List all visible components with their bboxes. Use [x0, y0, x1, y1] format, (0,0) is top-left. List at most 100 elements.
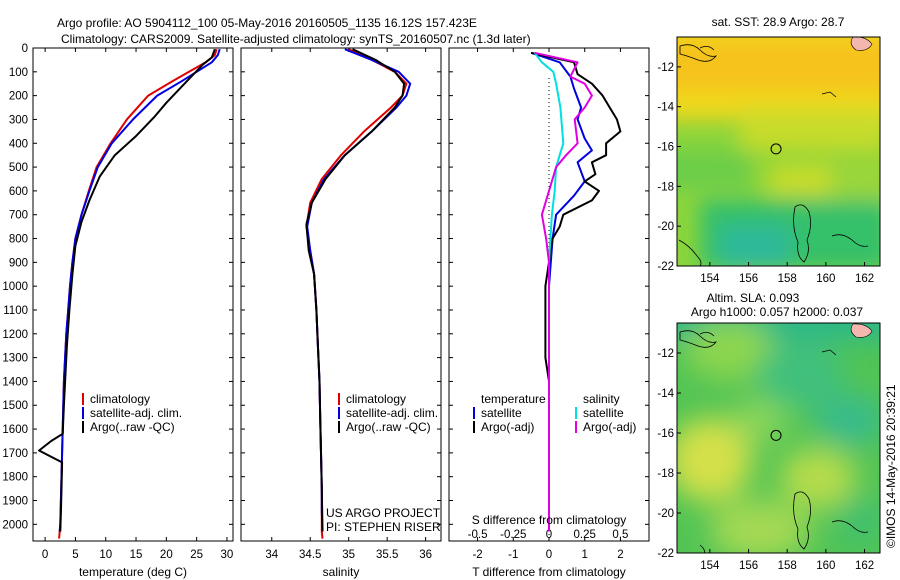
- map-y-tick-label: -20: [657, 221, 674, 233]
- depth-tick-label: 800: [9, 234, 28, 246]
- series-line-argo: [38, 48, 216, 532]
- s-difference-axis-label: S difference from climatology: [472, 513, 627, 527]
- depth-tick-label: 200: [9, 91, 28, 103]
- map-y-tick-label: -18: [657, 468, 674, 480]
- legend-label-argo: Argo(..raw -QC): [90, 420, 175, 434]
- depth-tick-labels: 0 100 200 300 400 500 600 700 800 900 1000 1100 1200…: [2, 43, 649, 531]
- map-y-tick-label: -18: [657, 181, 674, 193]
- sla-map-ticks: 154 156 158 160 162 -12 -14 -16 -18 -20 -22: [657, 348, 874, 572]
- depth-tick-label: 1500: [2, 400, 28, 412]
- depth-tick-label: 700: [9, 210, 28, 222]
- x-tick-label: 30: [221, 549, 234, 561]
- figure-title-line2: Climatology: CARS2009. Satellite-adjuste…: [61, 32, 531, 46]
- depth-tick-label: 300: [9, 114, 28, 126]
- x2-tick-label: 0: [546, 529, 552, 541]
- map-y-tick-label: -22: [657, 548, 674, 560]
- sst-map-ticks: 154 156 158 160 162 -12 -14 -16 -18 -20 -22: [657, 62, 874, 285]
- depth-tick-label: 1200: [2, 329, 28, 341]
- depth-tick-label: 600: [9, 186, 28, 198]
- map-x-tick-label: 162: [855, 273, 874, 285]
- x-tick-label: 25: [190, 549, 203, 561]
- series-line-climatology: [58, 48, 218, 539]
- figure-title-line1: Argo profile: AO 5904112_100 05-May-2016…: [57, 16, 477, 30]
- legend-label-t-argo: Argo(-adj): [481, 420, 534, 434]
- sla-coastlines: [679, 330, 869, 553]
- sst-map-frame: [676, 36, 881, 267]
- x-tick-label: 15: [130, 549, 143, 561]
- depth-tick-label: 1400: [2, 376, 28, 388]
- salinity-legend: climatology satellite-adj. clim. Argo(..…: [338, 392, 438, 434]
- legend-label-satellite: satellite-adj. clim.: [346, 406, 438, 420]
- map-y-tick-label: -14: [657, 102, 674, 114]
- salinity-plot-layer: 34 34.5 35 35.5 36: [265, 48, 432, 561]
- depth-tick-label: 100: [9, 67, 28, 79]
- pi-text: PI: STEPHEN RISER: [326, 520, 441, 534]
- map-y-tick-label: -16: [657, 142, 674, 154]
- depth-tick-label: 1000: [2, 281, 28, 293]
- sst-map-title: sat. SST: 28.9 Argo: 28.7: [712, 15, 845, 29]
- legend-label-s-satellite: satellite: [583, 406, 624, 420]
- temperature-panel-frame: [32, 47, 234, 542]
- map-x-tick-label: 158: [778, 273, 797, 285]
- salinity-axis-label: salinity: [323, 565, 360, 579]
- sst-map-field: [677, 37, 880, 266]
- map-y-tick-label: -20: [657, 508, 674, 520]
- depth-tick-label: 500: [9, 162, 28, 174]
- map-x-tick-label: 158: [778, 560, 797, 572]
- x-tick-label: 35.5: [376, 549, 398, 561]
- legend-label-s-argo: Argo(-adj): [583, 420, 636, 434]
- legend-header-salinity: salinity: [583, 392, 620, 406]
- x-tick-label: 10: [99, 549, 112, 561]
- x-tick-label: 2: [617, 549, 623, 561]
- map-x-tick-label: 160: [816, 560, 835, 572]
- legend-header-temperature: temperature: [481, 392, 546, 406]
- salinity-panel-frame: [240, 47, 442, 542]
- temperature-axis-label: temperature (deg C): [79, 565, 187, 579]
- credit-text: US ARGO PROJECT: [326, 506, 441, 520]
- sst-island-reef: [850, 36, 873, 51]
- x2-tick-label: -0.25: [500, 529, 526, 541]
- temperature-plot-layer: 0 5 10 15 20 25 30: [38, 48, 234, 561]
- x-tick-label: -1: [508, 549, 518, 561]
- map-x-tick-label: 162: [855, 560, 874, 572]
- timestamp-text: ©IMOS 14-May-2016 20:39:21: [884, 384, 898, 548]
- sst-argo-location-marker: [770, 143, 782, 155]
- x-tick-label: 34: [265, 549, 278, 561]
- difference-plot-layer: -2 -1 0 1 2 -0.5 -0.25 0 0.25 0.5: [468, 48, 628, 561]
- legend-label-argo: Argo(..raw -QC): [346, 420, 431, 434]
- difference-legend: temperature salinity satellite Argo(-adj…: [473, 392, 636, 434]
- map-x-tick-label: 154: [700, 560, 720, 572]
- x-tick-label: 0: [42, 549, 48, 561]
- sst-coastlines: [678, 44, 869, 266]
- depth-tick-label: 0: [22, 43, 28, 55]
- depth-tick-label: 400: [9, 138, 28, 150]
- depth-tick-label: 1900: [2, 496, 28, 508]
- x-tick-label: 34.5: [299, 549, 321, 561]
- map-x-tick-label: 160: [816, 273, 835, 285]
- depth-tick-label: 900: [9, 257, 28, 269]
- x2-tick-label: -0.5: [468, 529, 488, 541]
- x-tick-label: 5: [72, 549, 78, 561]
- x-tick-label: 1: [582, 549, 588, 561]
- depth-tick-label: 2000: [2, 519, 28, 531]
- sla-argo-location-marker: [770, 429, 782, 441]
- map-y-tick-label: -14: [657, 388, 674, 400]
- sla-island-reef: [850, 323, 873, 338]
- sla-map-field: [677, 323, 880, 553]
- legend-label-climatology: climatology: [346, 392, 406, 406]
- series-line-satellite: [58, 48, 221, 532]
- x-tick-label: 0: [546, 549, 552, 561]
- legend-label-t-satellite: satellite: [481, 406, 522, 420]
- x-tick-label: 35: [342, 549, 355, 561]
- map-y-tick-label: -16: [657, 428, 674, 440]
- series-line-argo: [305, 48, 406, 532]
- depth-tick-label: 1800: [2, 472, 28, 484]
- depth-tick-label: 1600: [2, 424, 28, 436]
- depth-tick-label: 1300: [2, 353, 28, 365]
- series-line-satellite: [306, 48, 412, 532]
- series-line-t-argo-adj-: [530, 51, 622, 532]
- series-line-s-argo-adj-: [534, 51, 593, 532]
- map-y-tick-label: -12: [657, 348, 674, 360]
- legend-label-satellite: satellite-adj. clim.: [90, 406, 182, 420]
